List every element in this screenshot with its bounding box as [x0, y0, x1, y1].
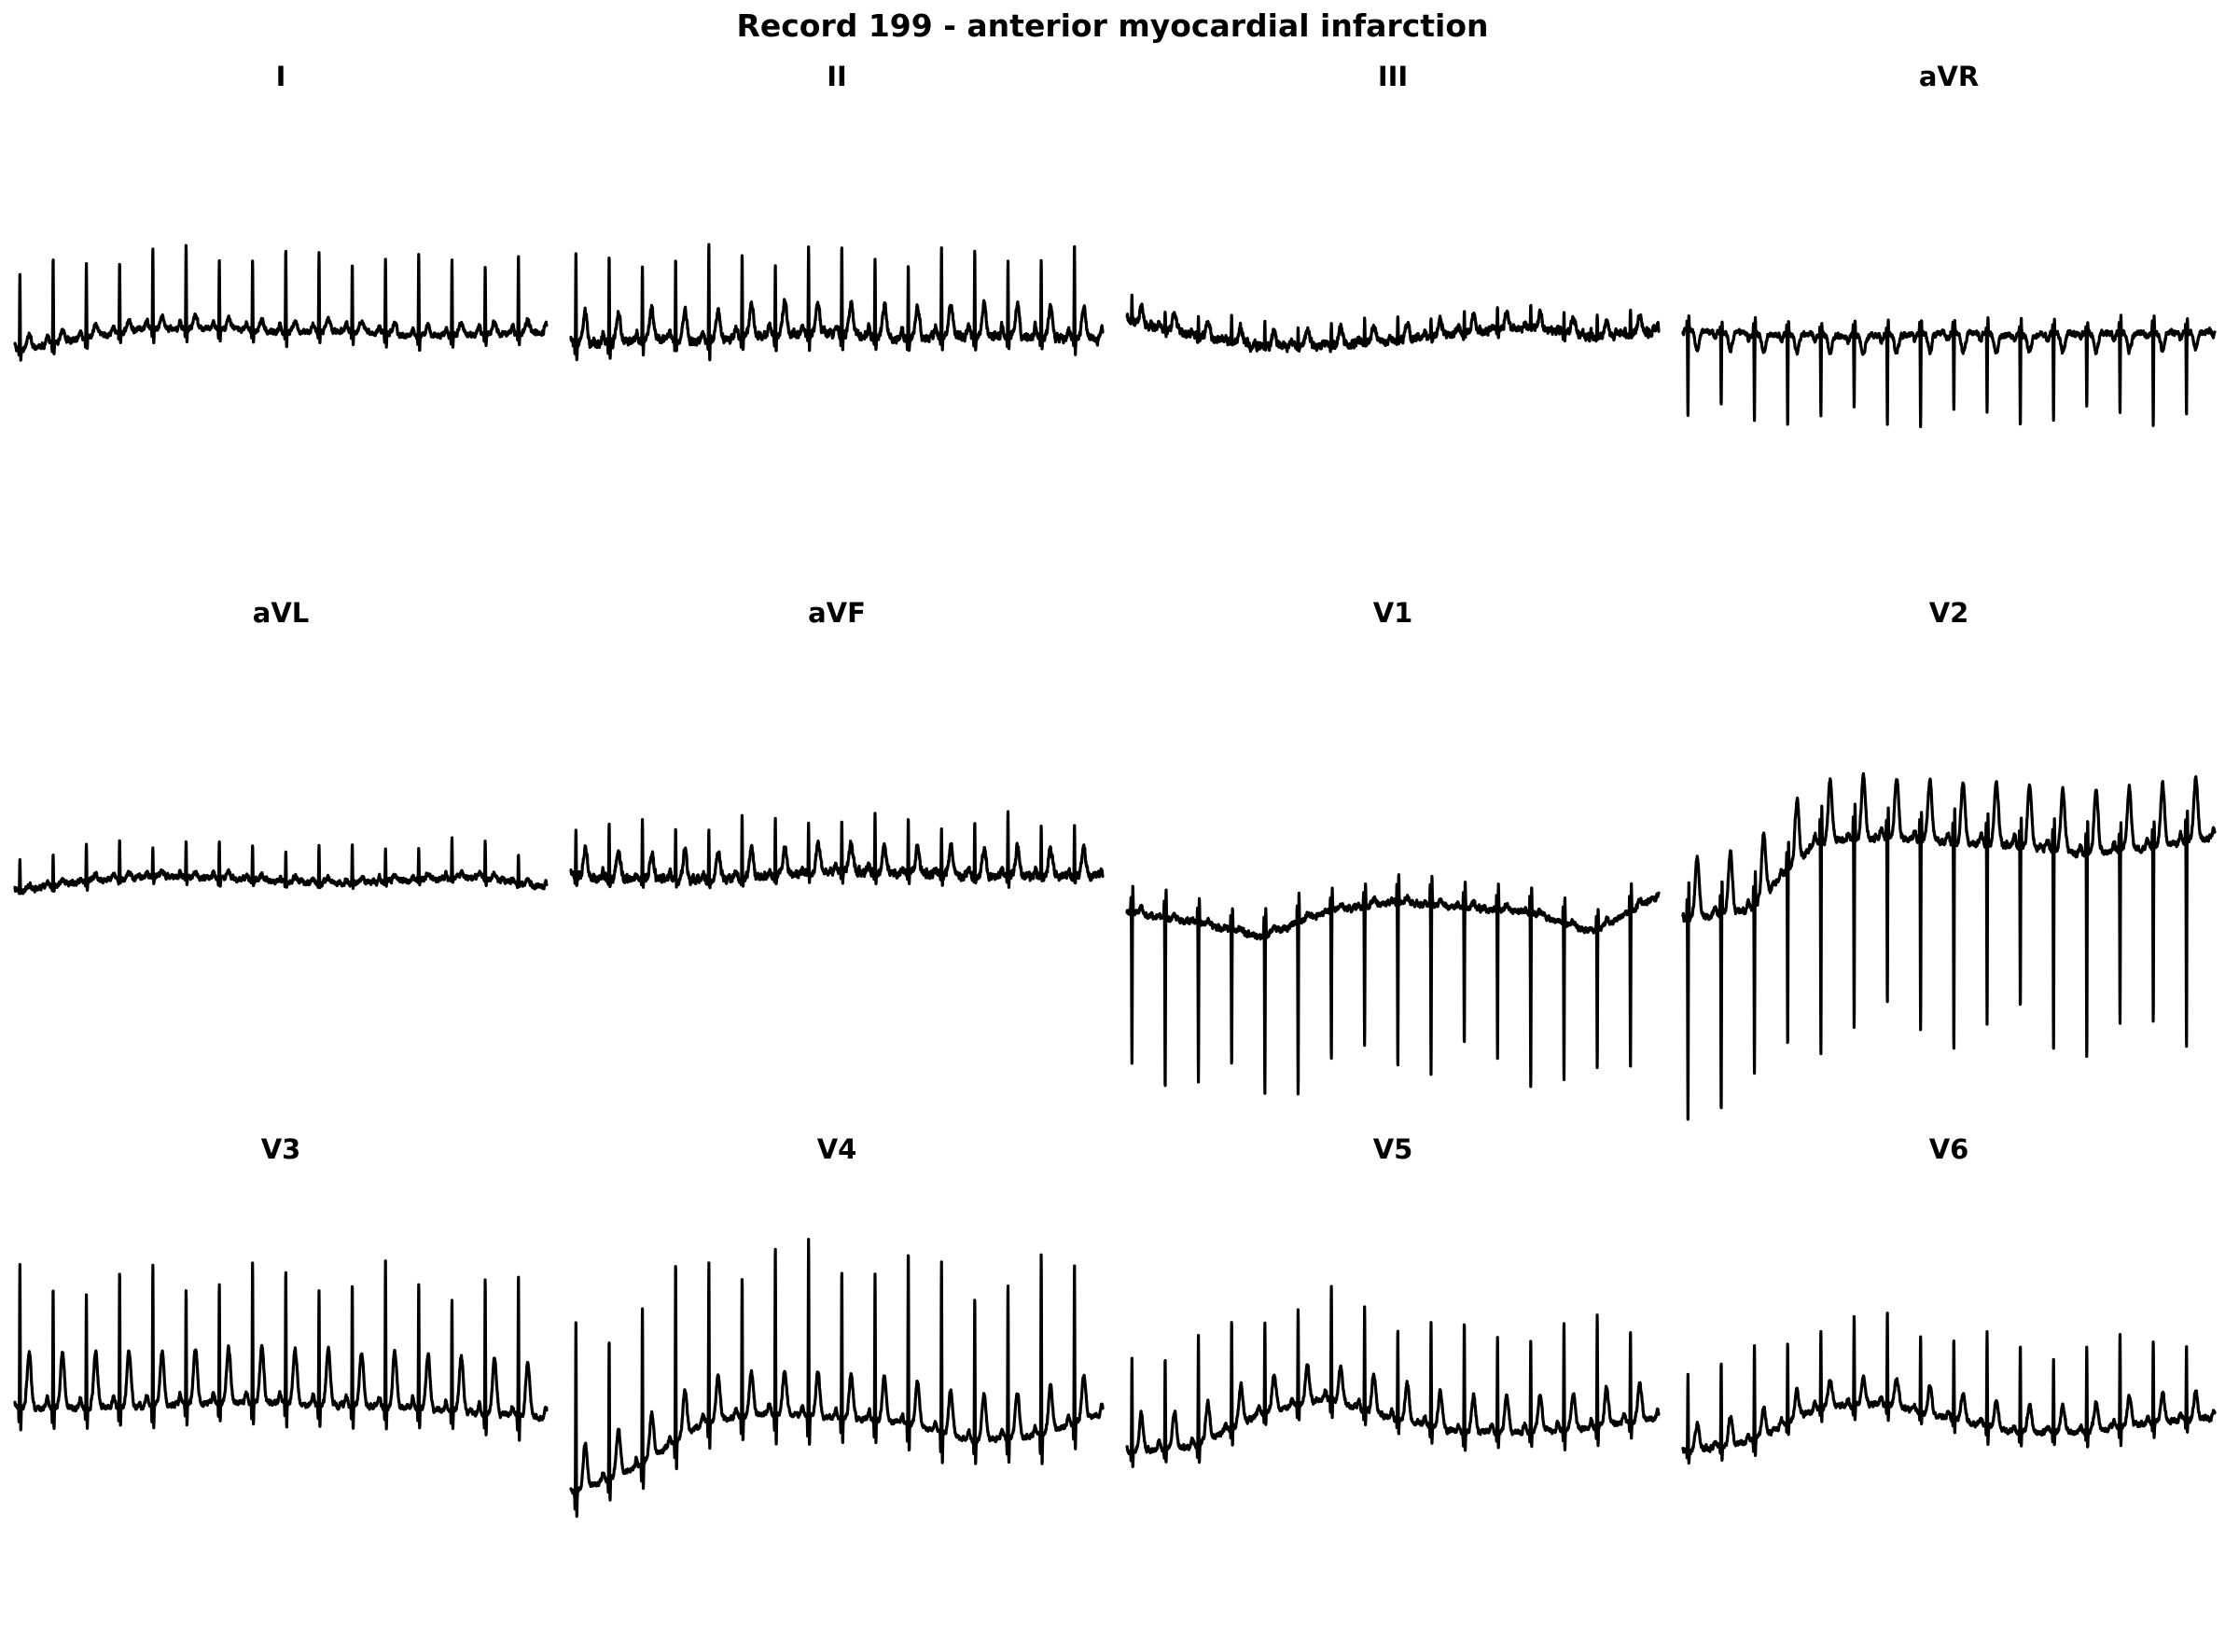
lead-panel-v1: V1 — [1125, 597, 1661, 1110]
lead-panel-v6: V6 — [1681, 1133, 2217, 1646]
ecg-trace-v5 — [1125, 1284, 1661, 1468]
lead-plot — [569, 810, 1105, 890]
lead-plot — [1681, 771, 2217, 1121]
lead-title: aVL — [252, 597, 310, 629]
lead-panel-v4: V4 — [569, 1133, 1105, 1646]
lead-title: V3 — [260, 1133, 301, 1165]
ecg-trace-v1 — [1125, 873, 1661, 1096]
lead-plot — [569, 243, 1105, 362]
ecg-trace-i — [13, 243, 549, 362]
lead-panel-v2: V2 — [1681, 597, 2217, 1121]
lead-title: V6 — [1928, 1133, 1969, 1165]
lead-title: V5 — [1372, 1133, 1413, 1165]
lead-title: V4 — [816, 1133, 857, 1165]
lead-plot — [1125, 293, 1661, 354]
lead-title: aVF — [808, 597, 866, 629]
lead-title: II — [827, 61, 847, 92]
lead-title: I — [275, 61, 286, 92]
ecg-trace-avl — [13, 836, 549, 895]
lead-plot — [13, 243, 549, 362]
ecg-trace-v4 — [569, 1237, 1105, 1519]
lead-title: aVR — [1918, 61, 1980, 92]
lead-plot — [569, 1237, 1105, 1519]
lead-title: V1 — [1372, 597, 1413, 629]
ecg-trace-avf — [569, 810, 1105, 890]
lead-plot — [1125, 873, 1661, 1096]
lead-plot — [13, 836, 549, 895]
lead-panel-avf: aVF — [569, 597, 1105, 1110]
lead-panel-i: I — [13, 61, 549, 574]
lead-title: V2 — [1928, 597, 1969, 629]
lead-panel-v3: V3 — [13, 1133, 549, 1646]
lead-panel-v5: V5 — [1125, 1133, 1661, 1646]
ecg-trace-avr — [1681, 313, 2217, 429]
lead-panel-avl: aVL — [13, 597, 549, 1110]
lead-plot — [1681, 313, 2217, 429]
chart-title: Record 199 - anterior myocardial infarct… — [736, 7, 1489, 44]
lead-plot — [1681, 1312, 2217, 1465]
ecg-trace-iii — [1125, 293, 1661, 354]
lead-panel-ii: II — [569, 61, 1105, 574]
lead-panel-avr: aVR — [1681, 61, 2217, 574]
ecg-trace-v2 — [1681, 771, 2217, 1121]
lead-title: III — [1377, 61, 1409, 92]
ecg-trace-v3 — [13, 1259, 549, 1442]
lead-plot — [1125, 1284, 1661, 1468]
ecg-trace-ii — [569, 243, 1105, 362]
lead-panel-iii: III — [1125, 61, 1661, 574]
ecg-trace-v6 — [1681, 1312, 2217, 1465]
lead-plot — [13, 1259, 549, 1442]
